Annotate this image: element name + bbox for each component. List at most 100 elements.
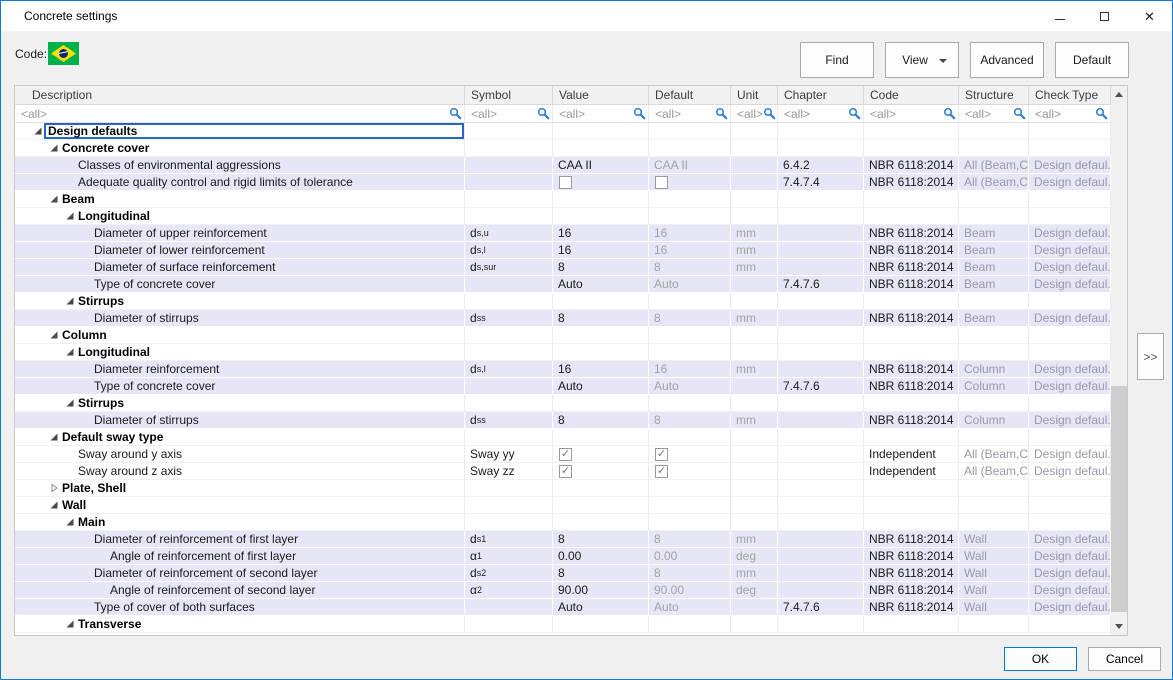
cell-default[interactable] xyxy=(649,123,731,140)
default-button[interactable]: Default xyxy=(1055,42,1129,78)
cancel-button[interactable]: Cancel xyxy=(1088,647,1161,671)
table-row[interactable]: Diameter of surface reinforcement d s,sur 8… xyxy=(15,259,1111,276)
checkbox[interactable] xyxy=(559,175,572,189)
advanced-button[interactable]: Advanced xyxy=(970,42,1044,78)
filter-input-unit[interactable]: <all> xyxy=(731,105,778,122)
expand-icon[interactable] xyxy=(47,191,60,207)
checkbox[interactable]: ✓ xyxy=(559,464,572,478)
tree-group-row[interactable]: Main xyxy=(15,514,1111,531)
cell-default[interactable]: 16 xyxy=(649,225,731,242)
table-row[interactable]: Sway around y axis Sway yy ✓ ✓ Independent Al… xyxy=(15,446,1111,463)
checkbox[interactable]: ✓ xyxy=(655,464,668,478)
cell-description[interactable]: Type of concrete cover xyxy=(15,276,465,293)
table-row[interactable]: Diameter of stirrups d ss 8 8 mm NBR 6118:2014… xyxy=(15,310,1111,327)
table-row[interactable]: Sway around z axis Sway zz ✓ ✓ Independent Al… xyxy=(15,463,1111,480)
close-button[interactable]: ✕ xyxy=(1127,1,1172,31)
tree-group-row[interactable]: Wall xyxy=(15,497,1111,514)
table-row[interactable]: Diameter of upper reinforcement d s,u 16 16 m… xyxy=(15,225,1111,242)
cell-default[interactable]: 8 xyxy=(649,565,731,582)
filter-input-description[interactable]: <all> xyxy=(15,105,465,122)
group-cell[interactable]: Plate, Shell xyxy=(60,480,464,496)
cell-value[interactable] xyxy=(553,497,649,514)
scroll-down-button[interactable] xyxy=(1111,618,1127,635)
column-header-check_type[interactable]: Check Type xyxy=(1029,86,1111,104)
cell-default[interactable]: Auto xyxy=(649,599,731,616)
filter-input-symbol[interactable]: <all> xyxy=(465,105,553,122)
collapse-icon[interactable] xyxy=(47,480,60,496)
expand-icon[interactable] xyxy=(63,514,76,530)
expand-icon[interactable] xyxy=(47,140,60,156)
cell-value[interactable] xyxy=(553,480,649,497)
column-header-symbol[interactable]: Symbol xyxy=(465,86,553,104)
group-cell[interactable]: Main xyxy=(76,514,464,530)
cell-value[interactable]: 16 xyxy=(553,361,649,378)
cell-value[interactable]: Auto xyxy=(553,276,649,293)
cell-value[interactable] xyxy=(553,395,649,412)
cell-value[interactable] xyxy=(553,123,649,140)
table-row[interactable]: Type of concrete cover Auto Auto 7.4.7.6 NBR… xyxy=(15,276,1111,293)
cell-default[interactable] xyxy=(649,429,731,446)
cell-default[interactable]: Auto xyxy=(649,276,731,293)
expand-icon[interactable] xyxy=(47,429,60,445)
cell-description[interactable]: Plate, Shell xyxy=(15,480,465,497)
cell-description[interactable]: Type of cover of both surfaces xyxy=(15,599,465,616)
expand-icon[interactable] xyxy=(63,293,76,309)
cell-value[interactable] xyxy=(553,429,649,446)
cell-default[interactable]: 8 xyxy=(649,259,731,276)
group-cell[interactable]: Wall xyxy=(60,497,464,513)
group-cell[interactable]: Stirrups xyxy=(76,293,464,309)
expand-icon[interactable] xyxy=(63,395,76,411)
column-header-chapter[interactable]: Chapter xyxy=(778,86,864,104)
group-cell[interactable]: Beam xyxy=(60,191,464,207)
cell-value[interactable] xyxy=(553,293,649,310)
tree-group-row[interactable]: Column xyxy=(15,327,1111,344)
cell-description[interactable]: Diameter of reinforcement of second laye… xyxy=(15,565,465,582)
cell-description[interactable]: Diameter of reinforcement of first layer xyxy=(15,531,465,548)
cell-default[interactable] xyxy=(649,191,731,208)
cell-description[interactable]: Default sway type xyxy=(15,429,465,446)
column-header-structure[interactable]: Structure xyxy=(959,86,1029,104)
minimize-button[interactable] xyxy=(1037,1,1082,31)
cell-description[interactable]: Sway around z axis xyxy=(15,463,465,480)
view-dropdown-button[interactable]: View xyxy=(885,42,959,78)
filter-input-value[interactable]: <all> xyxy=(553,105,649,122)
tree-group-row[interactable]: Stirrups xyxy=(15,293,1111,310)
cell-value[interactable]: 8 xyxy=(553,259,649,276)
cell-value[interactable] xyxy=(553,344,649,361)
expand-side-panel-button[interactable]: >> xyxy=(1137,333,1164,380)
table-row[interactable]: Diameter reinforcement d s,l 16 16 mm NBR 6118… xyxy=(15,361,1111,378)
cell-default[interactable]: ✓ xyxy=(649,463,731,480)
expand-icon[interactable] xyxy=(47,327,60,343)
group-cell[interactable]: Default sway type xyxy=(60,429,464,445)
table-row[interactable]: Diameter of stirrups d ss 8 8 mm NBR 6118:2014… xyxy=(15,412,1111,429)
cell-default[interactable] xyxy=(649,140,731,157)
checkbox[interactable]: ✓ xyxy=(559,447,572,461)
cell-description[interactable]: Angle of reinforcement of second layer xyxy=(15,582,465,599)
tree-group-row[interactable]: Default sway type xyxy=(15,429,1111,446)
cell-value[interactable] xyxy=(553,327,649,344)
table-row[interactable]: Type of cover of both surfaces Auto Auto 7.… xyxy=(15,599,1111,616)
cell-description[interactable]: Classes of environmental aggressions xyxy=(15,157,465,174)
cell-value[interactable]: 8 xyxy=(553,412,649,429)
search-icon[interactable] xyxy=(848,107,861,120)
cell-default[interactable] xyxy=(649,514,731,531)
search-icon[interactable] xyxy=(715,107,728,120)
cell-value[interactable]: 0.00 xyxy=(553,548,649,565)
cell-value[interactable]: 90.00 xyxy=(553,582,649,599)
cell-description[interactable]: Type of concrete cover xyxy=(15,378,465,395)
cell-value[interactable]: ✓ xyxy=(553,463,649,480)
group-cell[interactable]: Longitudinal xyxy=(76,344,464,360)
tree-group-row[interactable]: Longitudinal xyxy=(15,208,1111,225)
scrollbar-thumb[interactable] xyxy=(1111,386,1127,612)
cell-default[interactable]: 16 xyxy=(649,242,731,259)
cell-description[interactable]: Diameter of stirrups xyxy=(15,412,465,429)
expand-icon[interactable] xyxy=(63,616,76,632)
cell-default[interactable] xyxy=(649,497,731,514)
search-icon[interactable] xyxy=(633,107,646,120)
group-cell[interactable]: Stirrups xyxy=(76,395,464,411)
filter-input-chapter[interactable]: <all> xyxy=(778,105,864,122)
column-header-default[interactable]: Default xyxy=(649,86,731,104)
tree-group-row[interactable]: Concrete cover xyxy=(15,140,1111,157)
filter-input-structure[interactable]: <all> xyxy=(959,105,1029,122)
expand-icon[interactable] xyxy=(63,344,76,360)
